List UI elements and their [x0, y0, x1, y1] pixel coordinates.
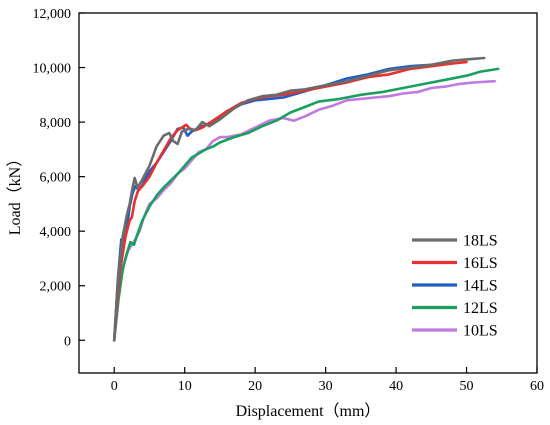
x-tick-label: 10 [178, 379, 192, 394]
x-tick-label: 40 [389, 379, 403, 394]
series-line-10ls [112, 79, 496, 342]
x-tick-labels: 0 10 20 30 40 50 60 [111, 379, 544, 394]
y-tick-label: 4,000 [40, 225, 72, 240]
y-tick-label: 6,000 [40, 171, 72, 186]
series-line-14ls [112, 62, 454, 342]
y-tick-labels: 0 2,000 4,000 6,000 8,000 10,000 12,000 [33, 7, 72, 349]
y-tick-label: 2,000 [40, 280, 72, 295]
axis-ticks [79, 12, 538, 373]
x-tick-label: 60 [530, 379, 544, 394]
legend: 18LS 16LS 14LS 12LS 10LS [412, 233, 498, 340]
x-tick-label: 0 [111, 379, 118, 394]
x-axis-title: Displacement（mm） [236, 402, 381, 420]
series-line-18ls [112, 56, 486, 342]
x-tick-label: 30 [319, 379, 333, 394]
y-tick-label: 0 [64, 334, 71, 349]
series-line-12ls [112, 67, 500, 342]
y-tick-label: 8,000 [40, 116, 72, 131]
legend-label-12ls: 12LS [463, 300, 498, 317]
y-tick-label: 12,000 [33, 7, 72, 22]
legend-label-18ls: 18LS [463, 233, 498, 250]
y-tick-label: 10,000 [33, 62, 72, 77]
y-axis-title: Load（kN） [6, 151, 24, 235]
series-layer [112, 56, 500, 342]
series-line-16ls [112, 60, 468, 342]
plot-frame [78, 12, 538, 374]
legend-label-10ls: 10LS [463, 323, 498, 340]
legend-label-16ls: 16LS [463, 255, 498, 272]
x-tick-label: 50 [460, 379, 474, 394]
x-tick-label: 20 [248, 379, 262, 394]
legend-label-14ls: 14LS [463, 278, 498, 295]
